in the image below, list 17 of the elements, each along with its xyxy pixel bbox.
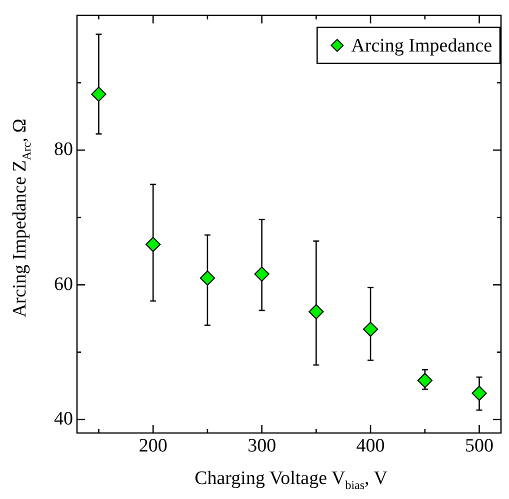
point bbox=[472, 386, 487, 401]
x-axis-title: Charging Voltage V$_{bias}$, V bbox=[194, 468, 388, 493]
point bbox=[254, 266, 270, 282]
x-tick-label: 400 bbox=[356, 435, 385, 456]
y-tick-label: 80 bbox=[54, 139, 73, 160]
point bbox=[91, 86, 106, 102]
y-tick-label: 40 bbox=[54, 408, 73, 430]
x-tick-label: 500 bbox=[465, 435, 494, 456]
x-tick-label: 200 bbox=[138, 435, 168, 456]
x-tick-label: 300 bbox=[248, 435, 276, 456]
legend-label: Arcing Impedance bbox=[351, 35, 492, 56]
point bbox=[363, 322, 378, 337]
point bbox=[308, 304, 324, 320]
point bbox=[417, 372, 432, 388]
point bbox=[146, 236, 161, 252]
y-tick-label: 60 bbox=[54, 274, 73, 295]
point bbox=[200, 270, 215, 286]
